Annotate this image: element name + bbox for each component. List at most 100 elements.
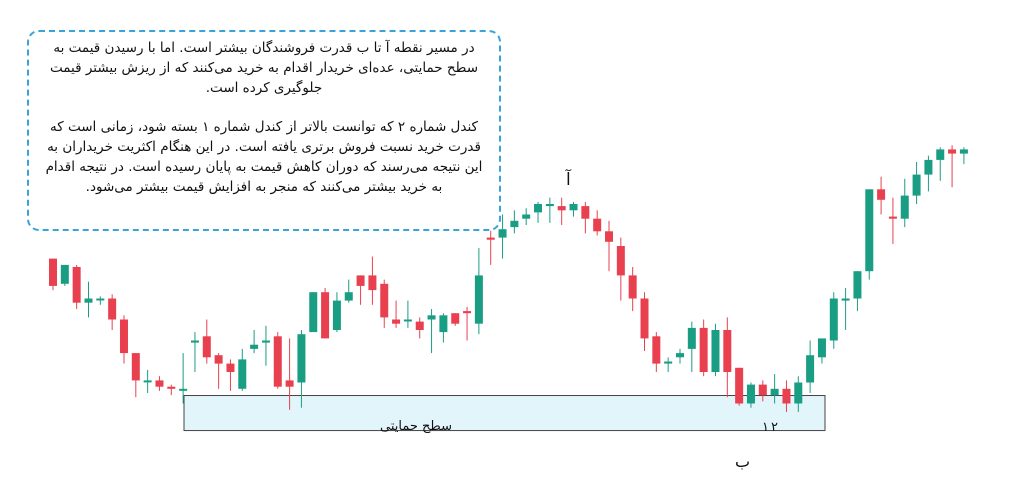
candle-body	[735, 367, 744, 404]
point-a-label: آ	[566, 170, 571, 190]
candle	[664, 357, 673, 372]
candle-body	[912, 174, 921, 196]
candle	[332, 292, 341, 333]
candle-body	[344, 292, 353, 301]
candle-body	[534, 204, 543, 213]
candle	[794, 376, 803, 412]
candle	[250, 330, 259, 354]
candle-body	[49, 258, 57, 286]
candle	[368, 256, 377, 305]
candle	[888, 197, 897, 244]
candle-body	[273, 336, 282, 387]
candle	[321, 288, 330, 339]
candle	[841, 288, 850, 330]
candle	[439, 313, 448, 343]
candle-body	[758, 384, 767, 396]
candle-body	[451, 313, 460, 324]
candle-body	[131, 353, 140, 381]
candle	[273, 332, 282, 389]
candle-body	[474, 275, 483, 324]
candle-1-label: ۱	[762, 420, 769, 435]
candle	[498, 214, 507, 259]
candle-body	[119, 319, 128, 354]
candle-body	[640, 298, 649, 339]
candle-body	[108, 298, 117, 320]
candle	[877, 176, 886, 215]
candle	[581, 201, 590, 234]
candle-body	[806, 355, 815, 383]
candle-body	[948, 149, 957, 154]
candle-body	[569, 204, 578, 211]
candle-body	[675, 353, 684, 358]
candle	[640, 292, 649, 351]
candle-body	[403, 319, 412, 322]
candle-body	[853, 271, 862, 299]
explanation-note: در مسیر نقطه آ تا ب قدرت فروشندگان بیشتر…	[27, 30, 501, 231]
candle	[652, 332, 661, 372]
candle	[202, 319, 211, 364]
candle	[451, 313, 460, 326]
candle	[605, 220, 614, 272]
candle	[900, 178, 909, 228]
candle-body	[522, 214, 531, 219]
candle	[711, 323, 720, 377]
candle	[403, 300, 412, 328]
candle-body	[261, 340, 270, 343]
candle	[285, 338, 294, 410]
candle	[49, 258, 57, 291]
candle-body	[380, 283, 389, 318]
candle	[936, 147, 945, 181]
candle-body	[888, 216, 897, 219]
candle-body	[605, 231, 614, 242]
candle	[829, 292, 838, 349]
candle	[143, 369, 152, 393]
candle	[675, 348, 684, 364]
candle-body	[179, 388, 188, 391]
candle-body	[770, 388, 779, 396]
candle-body	[332, 300, 341, 330]
candle-body	[723, 330, 732, 372]
candle-body	[746, 384, 755, 404]
candle	[628, 267, 637, 312]
candle-body	[297, 334, 306, 383]
candle-body	[936, 149, 945, 160]
candle-2-label: ۲	[771, 420, 778, 435]
candle	[131, 353, 140, 398]
candle-body	[72, 267, 81, 303]
candle-body	[510, 220, 519, 228]
candle	[474, 248, 483, 335]
candle-body	[486, 237, 495, 240]
candle-body	[214, 355, 223, 364]
candle	[60, 264, 69, 286]
candle	[427, 309, 436, 354]
candle	[959, 147, 968, 165]
candle	[214, 353, 223, 389]
candle-body	[628, 275, 637, 299]
candle-body	[250, 344, 259, 349]
candle-body	[143, 380, 152, 383]
candle	[853, 271, 862, 312]
candle	[817, 338, 826, 364]
candle	[179, 353, 188, 404]
candle-body	[687, 327, 696, 349]
candle-body	[794, 382, 803, 404]
candle	[782, 380, 791, 412]
candle	[380, 279, 389, 328]
candle	[924, 155, 933, 192]
candle	[865, 189, 874, 280]
candle	[108, 294, 117, 330]
candle-body	[664, 361, 673, 364]
candle	[119, 315, 128, 364]
candle	[96, 296, 105, 305]
candle	[309, 292, 318, 333]
candle-body	[309, 292, 318, 333]
candle	[344, 279, 353, 303]
candle-body	[782, 388, 791, 404]
candle-body	[841, 298, 850, 301]
note-paragraph-1: در مسیر نقطه آ تا ب قدرت فروشندگان بیشتر…	[49, 40, 479, 96]
candle-body	[652, 336, 661, 364]
candle	[415, 317, 424, 339]
candle	[261, 325, 270, 366]
candle	[723, 317, 732, 398]
candle-body	[238, 359, 247, 389]
